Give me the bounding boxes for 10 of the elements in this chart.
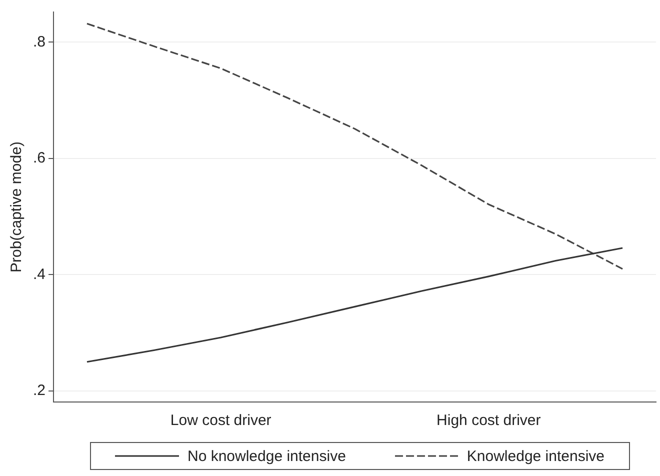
legend-label: No knowledge intensive: [187, 448, 346, 464]
legend-label: Knowledge intensive: [466, 448, 604, 464]
y-tick-label: .4: [32, 266, 46, 283]
y-tick-label: .2: [32, 382, 46, 400]
x-tick-label: Low cost driver: [170, 412, 272, 430]
line-series: [86, 22, 624, 270]
x-tick-label: High cost driver: [436, 412, 541, 430]
y-axis-title: Prob(captive mode): [8, 142, 26, 272]
y-tick-label: .8: [32, 33, 46, 50]
y-tick-label: .6: [32, 150, 46, 167]
